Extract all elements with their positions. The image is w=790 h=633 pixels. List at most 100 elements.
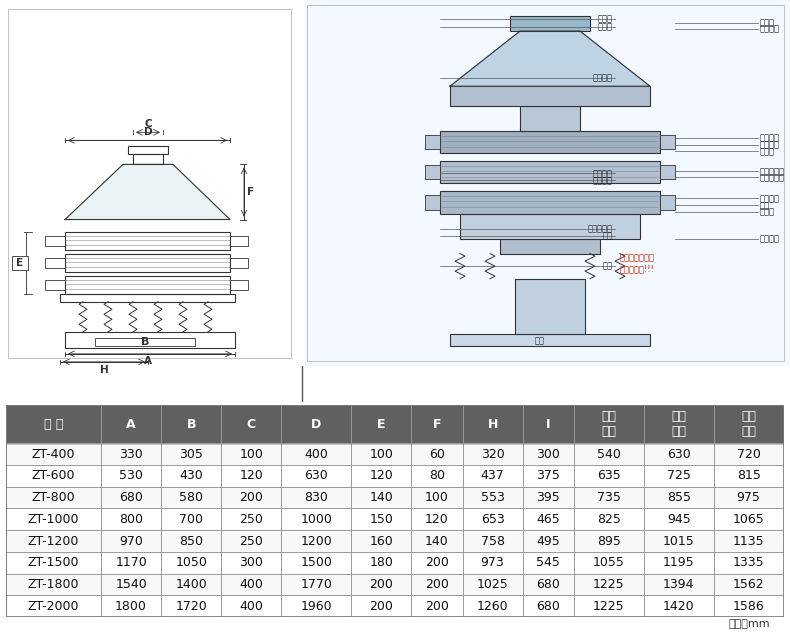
Text: F: F <box>433 418 442 430</box>
Bar <box>462 573 523 596</box>
Bar <box>412 552 462 573</box>
Bar <box>412 573 462 596</box>
Text: 120: 120 <box>239 470 263 482</box>
Text: B: B <box>186 418 196 430</box>
Bar <box>412 596 462 617</box>
Text: 底部框架: 底部框架 <box>593 176 613 185</box>
Text: 进料口: 进料口 <box>760 18 775 28</box>
Text: 700: 700 <box>179 513 203 526</box>
Text: 437: 437 <box>480 470 505 482</box>
Bar <box>45 235 65 246</box>
Text: 1720: 1720 <box>175 600 207 613</box>
Bar <box>574 487 644 508</box>
Text: 320: 320 <box>480 448 505 461</box>
Bar <box>523 508 574 530</box>
Bar <box>352 573 412 596</box>
Text: 800: 800 <box>119 513 143 526</box>
Bar <box>352 552 412 573</box>
Bar <box>515 279 585 334</box>
Bar <box>221 596 281 617</box>
Bar <box>128 146 168 154</box>
Bar <box>161 552 221 573</box>
Text: 580: 580 <box>179 491 203 504</box>
Bar <box>221 573 281 596</box>
Bar <box>440 161 660 184</box>
Bar <box>412 508 462 530</box>
Bar <box>462 552 523 573</box>
Text: 二层
高度: 二层 高度 <box>672 410 687 438</box>
Text: 橡胶球: 橡胶球 <box>760 147 775 156</box>
Bar <box>520 106 580 131</box>
Text: 305: 305 <box>179 448 203 461</box>
Bar <box>230 280 248 290</box>
Text: 1195: 1195 <box>663 556 694 569</box>
Bar <box>462 405 523 443</box>
Bar <box>12 256 28 270</box>
Text: 1025: 1025 <box>476 578 509 591</box>
Text: 100: 100 <box>425 491 449 504</box>
Text: 495: 495 <box>536 535 560 548</box>
Bar <box>161 508 221 530</box>
Text: 250: 250 <box>239 513 263 526</box>
Text: B: B <box>141 337 149 347</box>
Text: 一层
高度: 一层 高度 <box>601 410 616 438</box>
Bar <box>6 596 101 617</box>
Bar <box>60 294 235 302</box>
Text: 375: 375 <box>536 470 560 482</box>
Text: 945: 945 <box>667 513 690 526</box>
Bar <box>644 487 713 508</box>
Text: 1586: 1586 <box>733 600 765 613</box>
Bar <box>644 443 713 465</box>
Bar <box>161 465 221 487</box>
Text: 1000: 1000 <box>300 513 333 526</box>
Text: ZT-1800: ZT-1800 <box>28 578 80 591</box>
Bar <box>45 280 65 290</box>
Text: 400: 400 <box>239 578 263 591</box>
Text: 545: 545 <box>536 556 560 569</box>
Text: 120: 120 <box>425 513 449 526</box>
Bar <box>281 465 352 487</box>
Text: 单位：mm: 单位：mm <box>728 619 770 629</box>
Bar <box>281 573 352 596</box>
Text: 三层
高度: 三层 高度 <box>741 410 756 438</box>
Text: 1135: 1135 <box>733 535 765 548</box>
Bar <box>65 275 230 294</box>
Text: 下部重锤: 下部重锤 <box>760 234 780 243</box>
Bar <box>450 86 650 106</box>
Text: 200: 200 <box>370 578 393 591</box>
Text: ZT-1200: ZT-1200 <box>28 535 79 548</box>
Bar <box>230 258 248 268</box>
Bar <box>352 465 412 487</box>
Text: ZT-2000: ZT-2000 <box>28 600 80 613</box>
Bar <box>713 465 784 487</box>
Bar <box>101 508 161 530</box>
Bar <box>281 487 352 508</box>
Bar <box>713 552 784 573</box>
Bar <box>713 596 784 617</box>
Text: 200: 200 <box>425 578 449 591</box>
Bar <box>425 196 440 210</box>
Bar <box>6 530 101 552</box>
Bar <box>412 443 462 465</box>
Text: E: E <box>377 418 386 430</box>
Text: 1050: 1050 <box>175 556 207 569</box>
Text: C: C <box>246 418 256 430</box>
Bar <box>45 258 65 268</box>
Bar <box>281 596 352 617</box>
Bar <box>574 443 644 465</box>
Bar <box>6 405 101 443</box>
Bar <box>95 338 195 346</box>
Text: D: D <box>144 127 152 137</box>
Bar <box>352 508 412 530</box>
Bar <box>6 552 101 573</box>
Text: ZT-1000: ZT-1000 <box>28 513 80 526</box>
Bar <box>101 443 161 465</box>
Text: 中部框架: 中部框架 <box>593 169 613 178</box>
Text: E: E <box>17 258 24 268</box>
Bar <box>523 443 574 465</box>
Bar <box>65 332 235 348</box>
Text: 束环: 束环 <box>603 231 613 240</box>
Bar <box>450 334 650 346</box>
Bar <box>574 465 644 487</box>
Text: 一般结构图: 一般结构图 <box>521 375 571 393</box>
